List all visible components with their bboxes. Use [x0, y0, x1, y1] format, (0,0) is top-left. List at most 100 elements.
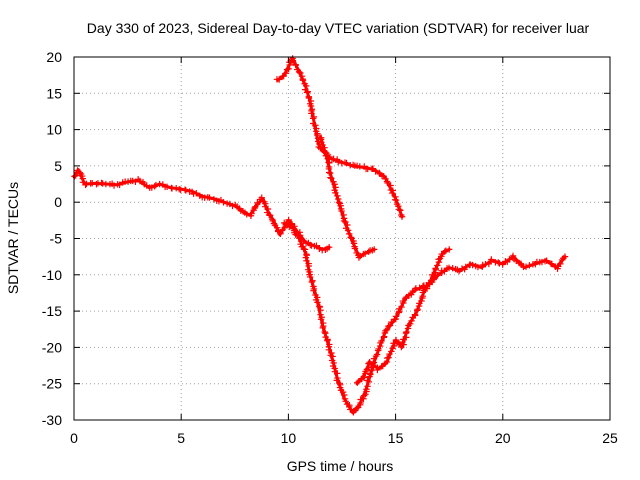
data-point-marker	[317, 316, 325, 323]
x-tick-label: 5	[177, 430, 185, 446]
data-point-marker	[351, 245, 359, 252]
data-point-marker	[206, 194, 213, 201]
data-point-marker	[509, 252, 517, 260]
data-point-marker	[176, 186, 183, 193]
series-layer	[71, 55, 569, 416]
data-point-marker	[382, 327, 389, 335]
data-point-marker	[488, 256, 495, 263]
data-point-marker	[282, 221, 290, 228]
data-point-marker	[469, 261, 476, 269]
y-tick-label: -5	[50, 231, 63, 247]
data-point-marker	[310, 287, 317, 294]
data-point-marker	[308, 278, 316, 286]
data-point-marker	[93, 181, 100, 188]
data-point-marker	[380, 333, 388, 340]
data-point-marker	[374, 366, 381, 374]
data-point-marker	[252, 203, 259, 210]
data-point-marker	[251, 204, 258, 212]
x-tick-label: 20	[495, 430, 511, 446]
series-line	[276, 56, 404, 219]
data-point-marker	[364, 383, 371, 390]
data-point-marker	[82, 181, 89, 189]
data-point-marker	[324, 155, 331, 162]
data-point-marker	[332, 184, 339, 191]
data-point-marker	[361, 250, 369, 257]
data-point-marker	[325, 169, 333, 176]
series-arc-3	[317, 134, 378, 261]
data-point-marker	[340, 217, 348, 225]
y-axis-title: SDTVAR / TECUs	[5, 182, 21, 294]
data-point-marker	[418, 297, 425, 305]
data-point-marker	[152, 181, 160, 189]
data-point-marker	[385, 322, 392, 330]
data-point-marker	[89, 179, 96, 187]
data-point-marker	[392, 336, 400, 344]
data-point-marker	[365, 378, 373, 386]
data-point-marker	[407, 291, 415, 298]
data-point-marker	[365, 248, 372, 255]
data-point-marker	[302, 254, 310, 261]
data-point-marker	[129, 177, 136, 185]
data-point-marker	[316, 245, 323, 253]
data-point-marker	[295, 68, 303, 76]
data-point-marker	[314, 299, 321, 306]
x-tick-label: 15	[388, 430, 404, 446]
data-point-marker	[561, 253, 569, 260]
data-point-marker	[321, 328, 328, 336]
data-point-marker	[364, 377, 371, 384]
data-point-marker	[264, 205, 272, 213]
data-point-marker	[220, 199, 227, 206]
x-axis-title: GPS time / hours	[287, 458, 394, 474]
data-point-marker	[298, 73, 306, 80]
data-point-marker	[273, 224, 281, 231]
data-point-marker	[306, 273, 314, 281]
data-point-marker	[360, 392, 368, 399]
data-point-marker	[538, 258, 546, 266]
data-point-marker	[395, 203, 402, 210]
data-point-marker	[495, 259, 502, 266]
data-point-marker	[309, 277, 316, 284]
y-tick-label: 10	[46, 122, 62, 138]
data-point-marker	[303, 89, 311, 96]
data-point-marker	[285, 216, 292, 224]
data-point-marker	[299, 77, 307, 84]
data-point-marker	[442, 247, 450, 254]
data-point-marker	[339, 388, 347, 396]
data-point-marker	[397, 207, 404, 214]
data-point-marker	[316, 303, 324, 311]
data-point-marker	[334, 192, 341, 199]
y-tick-label: 15	[46, 85, 62, 101]
data-point-marker	[289, 57, 297, 64]
data-point-marker	[333, 377, 340, 384]
x-tick-label: 10	[281, 430, 297, 446]
data-point-marker	[446, 246, 453, 253]
data-point-marker	[426, 280, 433, 288]
data-point-marker	[411, 311, 419, 318]
data-point-marker	[543, 257, 550, 264]
data-point-marker	[526, 262, 533, 269]
data-point-marker	[386, 322, 394, 329]
data-point-marker	[334, 158, 342, 166]
data-point-marker	[333, 156, 341, 163]
y-tick-label: 20	[46, 49, 62, 65]
y-tick-label: 5	[54, 158, 62, 174]
data-point-marker	[388, 189, 396, 197]
x-tick-label: 25	[602, 430, 618, 446]
data-point-marker	[360, 374, 368, 381]
data-point-marker	[385, 354, 392, 361]
data-point-marker	[414, 305, 421, 313]
y-tick-label: 0	[54, 194, 62, 210]
series-arc-5	[354, 246, 453, 386]
data-point-marker	[399, 339, 406, 346]
data-point-marker	[292, 61, 299, 69]
data-point-marker	[163, 183, 171, 191]
data-point-marker	[181, 186, 189, 193]
data-point-marker	[398, 213, 406, 220]
data-point-marker	[258, 194, 265, 201]
chart-title: Day 330 of 2023, Sidereal Day-to-day VTE…	[87, 20, 590, 36]
data-point-marker	[462, 263, 469, 271]
data-point-marker	[335, 199, 343, 206]
y-tick-label: -20	[42, 339, 62, 355]
